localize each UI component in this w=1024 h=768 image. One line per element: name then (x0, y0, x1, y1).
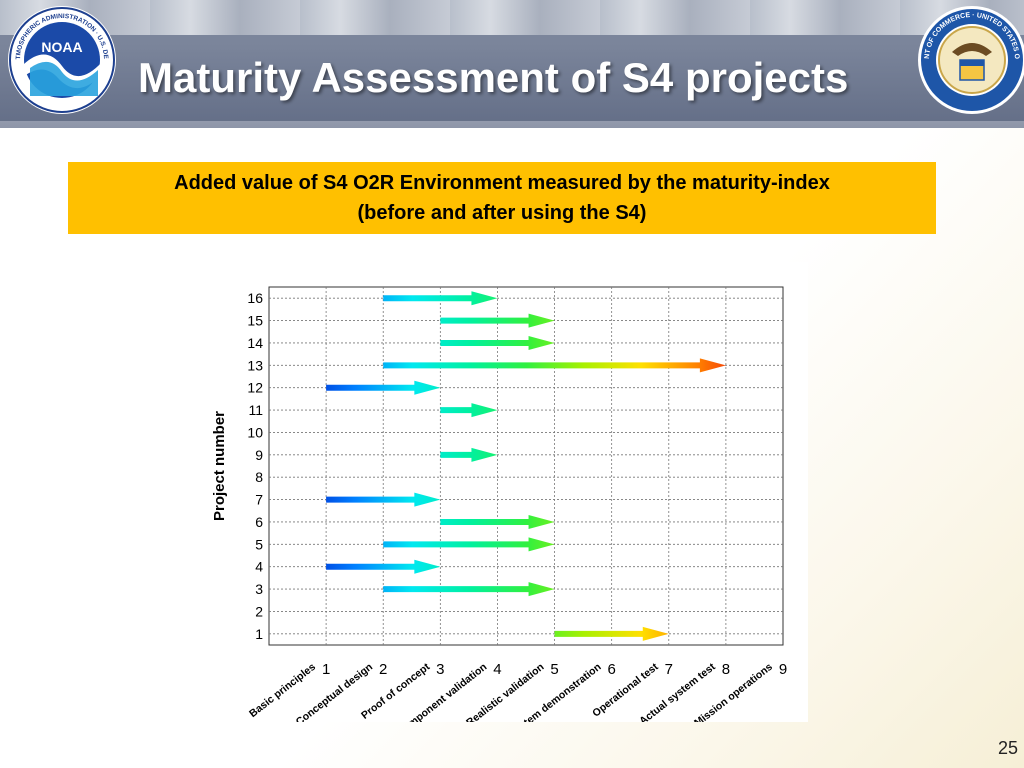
project-3-arrow (383, 582, 555, 597)
project-11-arrow (440, 403, 498, 418)
project-4-arrow (326, 559, 441, 574)
page-title: Maturity Assessment of S4 projects (138, 54, 849, 101)
y-tick-label: 10 (247, 424, 263, 440)
project-13-arrow (383, 358, 726, 373)
x-tick-label: 1 (322, 661, 330, 678)
banner-line-2: (before and after using the S4) (357, 202, 647, 224)
header-photo-strip (0, 0, 1024, 35)
maturity-chart: 1 2 3 4 5 6 7 8 9 10 11 12 13 14 15 16 Project number 1 Ba… (195, 262, 808, 722)
project-7-arrow (326, 492, 441, 507)
y-tick-label: 5 (255, 536, 263, 552)
project-16-arrow (383, 291, 498, 306)
slide-header (0, 0, 1024, 128)
x-tick-label: 3 (436, 661, 444, 678)
y-tick-label: 12 (247, 380, 263, 396)
y-tick-label: 3 (255, 581, 263, 597)
project-6-arrow (440, 514, 555, 529)
y-tick-label: 1 (255, 626, 263, 642)
project-9-arrow (440, 447, 498, 462)
project-5-arrow (383, 537, 555, 552)
x-tick-label: 6 (607, 661, 615, 678)
y-tick-label: 15 (247, 313, 263, 329)
x-tick-label: 2 (379, 661, 387, 678)
commerce-seal-icon: DEPARTMENT OF COMMERCE · UNITED STATES O… (916, 4, 1024, 114)
y-tick-label: 7 (255, 492, 263, 508)
svg-text:NOAA: NOAA (41, 39, 82, 55)
project-1-arrow (554, 626, 669, 641)
x-tick-label: 9 (779, 661, 787, 678)
banner-text: Added value of S4 O2R Environment measur… (174, 168, 830, 228)
y-tick-label: 14 (247, 335, 263, 351)
page-number: 25 (997, 738, 1018, 758)
y-tick-label: 2 (255, 603, 263, 619)
x-tick-label: 7 (665, 661, 673, 678)
project-15-arrow (440, 313, 555, 328)
info-banner: Added value of S4 O2R Environment measur… (68, 162, 936, 234)
y-tick-label: 8 (255, 469, 263, 485)
x-tick-label: 8 (722, 661, 730, 678)
y-tick-label: 4 (255, 559, 263, 575)
plot-frame (268, 286, 784, 646)
y-tick-label: 9 (255, 447, 263, 463)
x-tick-label: 4 (493, 661, 501, 678)
x-tick-label: 5 (550, 661, 558, 678)
y-tick-label: 6 (255, 514, 263, 530)
project-14-arrow (440, 335, 555, 350)
project-12-arrow (326, 380, 441, 395)
y-tick-label: 13 (247, 357, 263, 373)
y-tick-label: 16 (247, 290, 263, 306)
header-title-band (0, 35, 1024, 121)
y-axis-label: Project number (211, 411, 228, 521)
banner-line-1: Added value of S4 O2R Environment measur… (174, 172, 830, 194)
y-tick-label: 11 (248, 402, 263, 418)
